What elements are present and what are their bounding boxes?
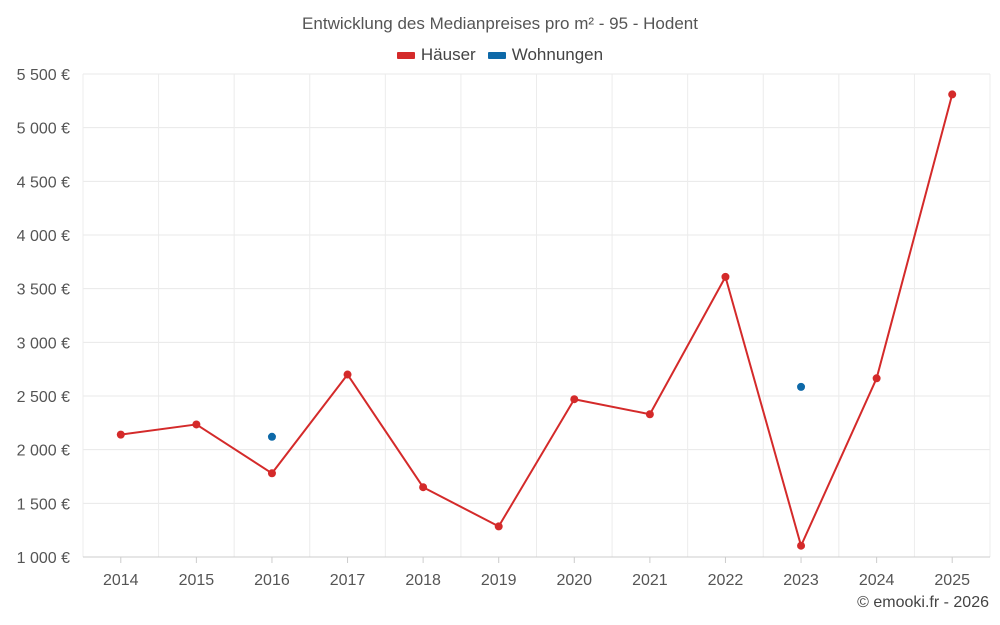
- legend-item-haeuser[interactable]: Häuser: [396, 45, 476, 65]
- haeuser-point-2018: [419, 483, 428, 492]
- y-tick-label: 1 500 €: [17, 496, 70, 513]
- wohnungen-point-2023: [797, 382, 806, 391]
- y-tick-label: 3 000 €: [17, 335, 70, 352]
- chart-legend: Häuser Wohnungen: [0, 45, 1000, 65]
- legend-item-wohnungen[interactable]: Wohnungen: [487, 45, 604, 65]
- x-tick-label: 2018: [405, 572, 441, 589]
- haeuser-point-2014: [116, 430, 125, 439]
- haeuser-point-2015: [192, 420, 201, 429]
- x-tick-label: 2015: [179, 572, 215, 589]
- y-tick-label: 2 500 €: [17, 389, 70, 406]
- haeuser-point-2020: [570, 395, 579, 404]
- x-tick-label: 2021: [632, 572, 668, 589]
- x-tick-label: 2024: [859, 572, 895, 589]
- x-tick-label: 2020: [556, 572, 592, 589]
- y-tick-label: 3 500 €: [17, 282, 70, 299]
- legend-swatch-wohnungen: [487, 51, 506, 59]
- x-tick-label: 2016: [254, 572, 290, 589]
- x-tick-label: 2023: [783, 572, 819, 589]
- haeuser-point-2017: [343, 370, 352, 379]
- y-tick-label: 1 000 €: [17, 550, 70, 567]
- y-tick-label: 4 000 €: [17, 228, 70, 245]
- x-tick-label: 2014: [103, 572, 139, 589]
- wohnungen-point-2016: [267, 432, 276, 441]
- legend-label-haeuser: Häuser: [420, 45, 476, 64]
- legend-swatch-haeuser: [396, 51, 415, 59]
- series-line-haeuser: [120, 94, 954, 547]
- chart-title: Entwicklung des Medianpreises pro m² - 9…: [302, 14, 698, 33]
- y-tick-label: 5 000 €: [17, 121, 70, 138]
- x-tick-label: 2017: [330, 572, 366, 589]
- haeuser-point-2024: [872, 374, 881, 383]
- haeuser-point-2022: [721, 272, 730, 281]
- y-tick-label: 2 000 €: [17, 443, 70, 460]
- copyright-credit: © emooki.fr - 2026: [857, 594, 989, 611]
- legend-label-wohnungen: Wohnungen: [511, 45, 604, 64]
- haeuser-point-2023: [797, 541, 806, 550]
- x-tick-label: 2025: [934, 572, 970, 589]
- haeuser-point-2025: [948, 90, 957, 99]
- haeuser-point-2019: [494, 522, 503, 531]
- y-tick-label: 5 500 €: [17, 67, 70, 84]
- x-tick-label: 2019: [481, 572, 517, 589]
- haeuser-point-2016: [267, 469, 276, 478]
- haeuser-point-2021: [645, 410, 654, 419]
- y-tick-label: 4 500 €: [17, 174, 70, 191]
- x-tick-label: 2022: [708, 572, 744, 589]
